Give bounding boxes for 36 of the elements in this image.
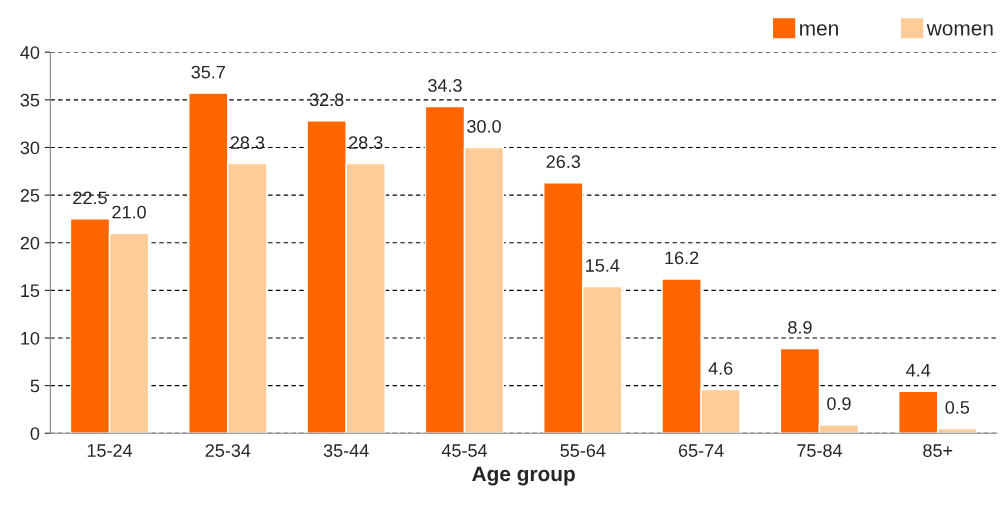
x-tick-label: 55-64 [560, 444, 606, 457]
data-label: 22.5 [73, 191, 107, 205]
data-label: 0.9 [827, 397, 851, 411]
x-tick-label: 85+ [923, 444, 953, 457]
data-label: 16.2 [665, 251, 699, 265]
legend-label: women [926, 24, 993, 36]
y-tick-label: 15 [21, 284, 40, 298]
x-tick-label: 15-24 [87, 444, 133, 457]
y-tick-label: 5 [30, 379, 40, 393]
data-label: 28.3 [349, 136, 383, 149]
data-label: 28.3 [230, 136, 265, 149]
data-label: 34.3 [428, 79, 462, 92]
y-tick-label: 30 [20, 141, 40, 155]
y-tick-label: 40 [20, 46, 40, 59]
y-tick-label: 0 [30, 427, 40, 440]
data-label: 15.4 [586, 259, 620, 272]
x-axis-title: Age group [472, 466, 575, 486]
data-label: 35.7 [191, 65, 225, 79]
y-tick-label: 25 [20, 189, 40, 202]
data-label: 4.6 [708, 361, 733, 375]
x-tick-label: 35-44 [323, 444, 369, 457]
y-tick-label: 10 [21, 331, 40, 345]
legend-label: men [800, 24, 838, 36]
data-label: 32.8 [309, 93, 344, 107]
data-label: 4.4 [906, 364, 931, 377]
data-label: 26.3 [546, 155, 581, 169]
data-label: 21.0 [112, 205, 146, 219]
y-tick-label: 20 [20, 236, 40, 250]
data-label: 8.9 [788, 321, 812, 334]
data-label: 0.5 [945, 401, 970, 414]
data-label: 30.0 [467, 120, 501, 133]
y-tick-label: 35 [20, 93, 40, 107]
x-tick-label: 65-74 [678, 444, 724, 457]
x-tick-label: 75-84 [797, 444, 843, 457]
x-tick-label: 45-54 [441, 444, 488, 457]
x-tick-label: 25-34 [205, 444, 251, 457]
